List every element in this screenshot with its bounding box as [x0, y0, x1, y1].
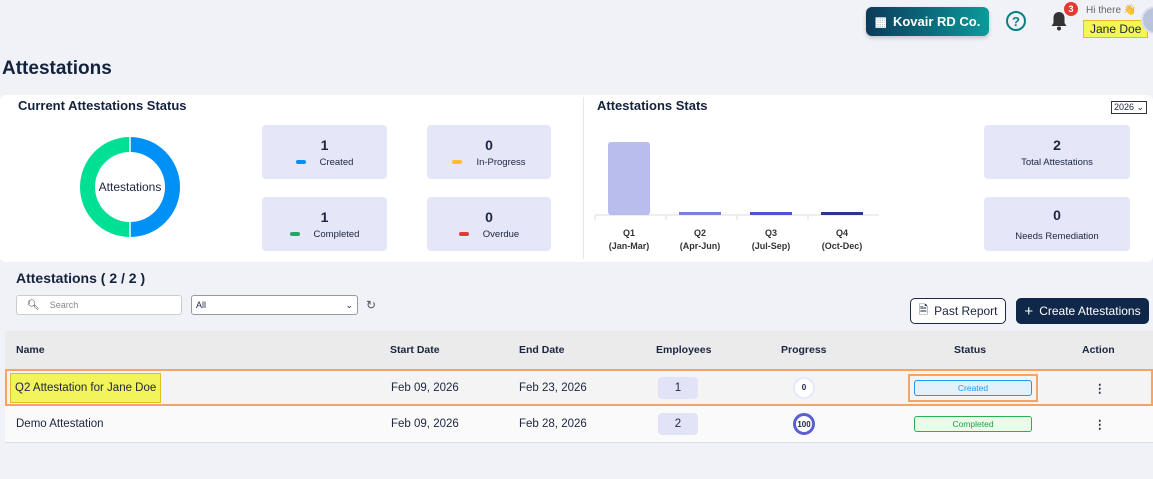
created-swatch — [295, 160, 306, 164]
table-row[interactable]: Q2 Attestation for Jane Doe Feb 09, 2026… — [5, 369, 1153, 406]
building-icon: ▦ — [874, 13, 887, 29]
row-name[interactable]: Demo Attestation — [16, 418, 104, 430]
card-completed[interactable]: 1 Completed — [262, 197, 387, 251]
donut-center-label: Attestations — [98, 180, 162, 194]
completed-swatch — [289, 232, 300, 236]
report-icon: 🗎 — [918, 302, 929, 317]
search-icon: 🔍︎ — [27, 299, 40, 311]
in-progress-swatch — [452, 160, 463, 164]
org-switcher-button[interactable]: ▦ Kovair RD Co. — [866, 7, 989, 36]
row-name[interactable]: Q2 Attestation for Jane Doe — [10, 372, 162, 403]
search-input[interactable]: 🔍︎ Search — [16, 295, 182, 315]
year-select[interactable]: 2026 ⌄ — [1111, 101, 1148, 114]
donut-slice-completed — [80, 137, 130, 237]
status-donut — [80, 136, 180, 238]
card-created[interactable]: 1 Created — [262, 125, 387, 179]
x-tick-label: Q3 (Jul-Sep) — [751, 228, 791, 251]
summary-panel — [0, 95, 1153, 262]
bar-q1 — [608, 142, 650, 215]
employees-count: 1 — [658, 376, 698, 399]
status-badge: Completed — [914, 416, 1032, 432]
divider — [583, 97, 584, 259]
card-in-progress[interactable]: 0 In-Progress — [427, 125, 551, 179]
overdue-swatch — [458, 232, 469, 236]
card-overdue[interactable]: 0 Overdue — [427, 197, 551, 251]
past-report-button[interactable]: 🗎 Past Report — [910, 298, 1006, 324]
filter-select[interactable]: All ⌄ — [191, 295, 358, 315]
table-row[interactable]: Demo Attestation Feb 09, 2026 Feb 28, 20… — [5, 406, 1153, 443]
page-title: Attestations — [2, 58, 112, 79]
help-icon[interactable]: ? — [1006, 11, 1026, 31]
refresh-icon[interactable]: ↻ — [366, 298, 377, 312]
employees-count: 2 — [658, 413, 698, 435]
more-actions-icon[interactable]: ⋮ — [1094, 382, 1106, 395]
bell-icon[interactable] — [1050, 11, 1068, 31]
user-name[interactable]: Jane Doe — [1083, 20, 1149, 38]
plus-icon: + — [1024, 302, 1034, 320]
x-tick-label: Q1 (Jan-Mar) — [608, 228, 650, 251]
status-panel-title: Current Attestations Status — [18, 98, 187, 113]
bar-q2 — [679, 212, 721, 215]
x-tick-label: Q2 (Apr-Jun) — [679, 228, 721, 251]
x-tick-label: Q4 (Oct-Dec) — [821, 228, 863, 251]
donut-slice-created — [130, 137, 180, 237]
status-badge: Created — [914, 379, 1032, 396]
table-header: Name Start Date End Date Employees Progr… — [5, 331, 1153, 369]
quarterly-bar-chart — [594, 142, 879, 220]
create-attestations-button[interactable]: + Create Attestations — [1016, 298, 1149, 324]
progress-ring: 100 — [793, 413, 815, 435]
chevron-down-icon: ⌄ — [345, 299, 353, 310]
card-needs-remediation: 0 Needs Remediation — [984, 197, 1130, 251]
stats-panel-title: Attestations Stats — [597, 98, 708, 113]
progress-ring: 0 — [793, 376, 815, 399]
more-actions-icon[interactable]: ⋮ — [1094, 419, 1106, 431]
list-title: Attestations ( 2 / 2 ) — [16, 270, 146, 286]
card-total-attestations: 2 Total Attestations — [984, 125, 1130, 179]
greeting: Hi there 👋 — [1086, 5, 1137, 16]
notification-badge: 3 — [1064, 2, 1078, 16]
bar-q3 — [750, 212, 792, 215]
bar-q4 — [821, 212, 863, 215]
